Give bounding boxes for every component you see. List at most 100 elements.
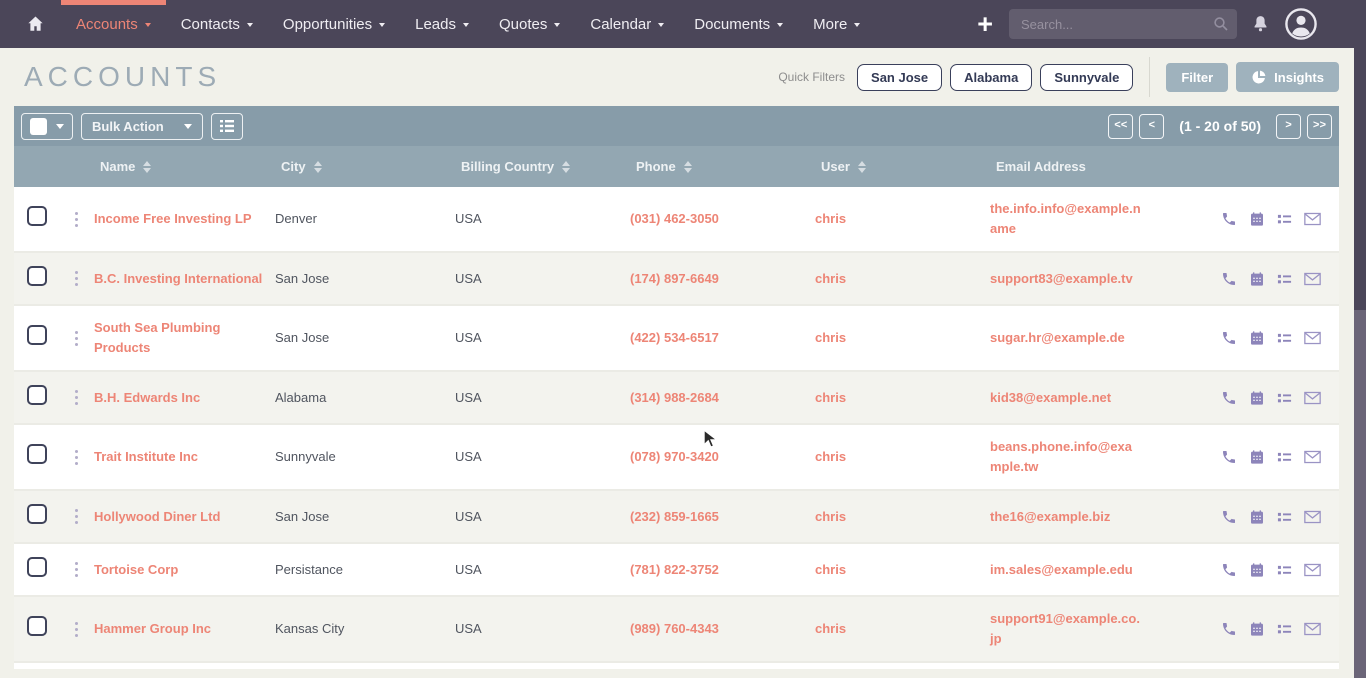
user-avatar-icon[interactable] <box>1284 7 1318 41</box>
calendar-icon[interactable] <box>1249 271 1265 287</box>
quick-filter-san-jose[interactable]: San Jose <box>857 63 943 91</box>
phone-link[interactable]: (781) 822-3752 <box>630 561 719 577</box>
user-link[interactable]: chris <box>815 211 847 226</box>
account-name-link[interactable]: South Sea Plumbing Products <box>94 320 221 355</box>
account-name-link[interactable]: B.H. Edwards Inc <box>94 389 201 405</box>
email-link[interactable]: kid38@example.net <box>990 389 1112 405</box>
tasks-icon[interactable] <box>1277 331 1292 345</box>
pagination-first-button[interactable]: << <box>1108 113 1134 139</box>
phone-icon[interactable] <box>1221 509 1237 525</box>
pagination-next-button[interactable]: > <box>1276 113 1301 139</box>
phone-icon[interactable] <box>1221 211 1237 227</box>
column-header-user[interactable]: User <box>815 157 990 177</box>
quick-filter-sunnyvale[interactable]: Sunnyvale <box>1040 63 1134 91</box>
tasks-icon[interactable] <box>1277 272 1292 286</box>
select-all-dropdown[interactable] <box>21 112 73 140</box>
account-name-link[interactable]: Income Free Investing LP <box>94 211 252 226</box>
email-link[interactable]: support83@example.tv <box>990 270 1133 286</box>
phone-icon[interactable] <box>1221 621 1237 637</box>
calendar-icon[interactable] <box>1249 390 1265 406</box>
email-icon[interactable] <box>1304 450 1321 464</box>
account-name-link[interactable]: Hammer Group Inc <box>94 621 212 636</box>
nav-item-contacts[interactable]: Contacts <box>166 0 268 48</box>
phone-link[interactable]: (031) 462-3050 <box>630 211 719 226</box>
email-icon[interactable] <box>1304 622 1321 636</box>
home-icon[interactable] <box>26 15 45 33</box>
nav-item-opportunities[interactable]: Opportunities <box>268 0 400 48</box>
email-icon[interactable] <box>1304 510 1321 524</box>
phone-link[interactable]: (174) 897-6649 <box>630 270 719 286</box>
row-kebab-menu-icon[interactable] <box>72 559 81 580</box>
row-checkbox[interactable] <box>27 556 47 577</box>
row-kebab-menu-icon[interactable] <box>72 506 81 527</box>
phone-icon[interactable] <box>1221 562 1237 578</box>
phone-link[interactable]: (314) 988-2684 <box>630 389 719 405</box>
tasks-icon[interactable] <box>1277 622 1292 636</box>
user-link[interactable]: chris <box>815 270 847 286</box>
calendar-icon[interactable] <box>1249 509 1265 525</box>
email-icon[interactable] <box>1304 272 1321 286</box>
pagination-prev-button[interactable]: < <box>1139 113 1165 139</box>
phone-icon[interactable] <box>1221 449 1237 465</box>
account-name-link[interactable]: B.C. Investing International <box>94 270 263 286</box>
column-header-billing-country[interactable]: Billing Country <box>455 157 630 177</box>
phone-icon[interactable] <box>1221 271 1237 287</box>
search-icon[interactable] <box>1213 16 1229 37</box>
bulk-action-dropdown[interactable]: Bulk Action <box>81 112 203 140</box>
email-link[interactable]: beans.phone.info@example.tw <box>990 439 1132 474</box>
phone-icon[interactable] <box>1221 390 1237 406</box>
column-header-name[interactable]: Name <box>94 157 275 177</box>
column-header-city[interactable]: City <box>275 157 455 177</box>
email-icon[interactable] <box>1304 331 1321 345</box>
tasks-icon[interactable] <box>1277 510 1292 524</box>
email-icon[interactable] <box>1304 563 1321 577</box>
search-input[interactable] <box>1009 9 1237 39</box>
column-header-email-address[interactable]: Email Address <box>990 159 1150 174</box>
account-name-link[interactable]: Trait Institute Inc <box>94 449 199 464</box>
row-kebab-menu-icon[interactable] <box>72 447 81 468</box>
row-checkbox[interactable] <box>27 325 47 345</box>
tasks-icon[interactable] <box>1277 450 1292 464</box>
email-link[interactable]: the.info.info@example.name <box>990 201 1141 236</box>
tasks-icon[interactable] <box>1277 391 1292 405</box>
nav-item-documents[interactable]: Documents <box>679 0 798 48</box>
email-icon[interactable] <box>1304 391 1321 405</box>
user-link[interactable]: chris <box>815 389 847 405</box>
page-scrollbar-thumb[interactable] <box>1354 310 1366 678</box>
row-checkbox[interactable] <box>27 206 47 226</box>
tasks-icon[interactable] <box>1277 563 1292 577</box>
phone-link[interactable]: (232) 859-1665 <box>630 508 719 524</box>
notifications-bell-icon[interactable] <box>1251 14 1270 34</box>
row-kebab-menu-icon[interactable] <box>72 209 81 230</box>
calendar-icon[interactable] <box>1249 621 1265 637</box>
user-link[interactable]: chris <box>815 330 847 345</box>
row-kebab-menu-icon[interactable] <box>72 268 81 289</box>
phone-link[interactable]: (422) 534-6517 <box>630 330 719 345</box>
tasks-icon[interactable] <box>1277 212 1292 226</box>
phone-icon[interactable] <box>1221 330 1237 346</box>
phone-link[interactable]: (078) 970-3420 <box>630 449 719 464</box>
user-link[interactable]: chris <box>815 508 847 524</box>
insights-button[interactable]: Insights <box>1236 62 1339 92</box>
row-kebab-menu-icon[interactable] <box>72 387 81 408</box>
pagination-last-button[interactable]: >> <box>1307 113 1332 139</box>
quick-create-plus-icon[interactable]: + <box>977 8 993 39</box>
email-icon[interactable] <box>1304 212 1321 226</box>
email-link[interactable]: im.sales@example.edu <box>990 561 1133 577</box>
account-name-link[interactable]: Tortoise Corp <box>94 561 179 577</box>
row-checkbox[interactable] <box>27 265 47 286</box>
user-link[interactable]: chris <box>815 449 847 464</box>
filter-button[interactable]: Filter <box>1166 62 1229 92</box>
user-link[interactable]: chris <box>815 621 847 636</box>
row-checkbox[interactable] <box>27 616 47 636</box>
nav-item-calendar[interactable]: Calendar <box>575 0 679 48</box>
email-link[interactable]: support91@example.co.jp <box>990 611 1140 646</box>
calendar-icon[interactable] <box>1249 330 1265 346</box>
column-header-phone[interactable]: Phone <box>630 157 815 177</box>
row-checkbox[interactable] <box>27 444 47 464</box>
nav-item-more[interactable]: More <box>798 0 875 48</box>
calendar-icon[interactable] <box>1249 562 1265 578</box>
nav-item-leads[interactable]: Leads <box>400 0 484 48</box>
row-checkbox[interactable] <box>27 503 47 524</box>
row-kebab-menu-icon[interactable] <box>72 619 81 640</box>
